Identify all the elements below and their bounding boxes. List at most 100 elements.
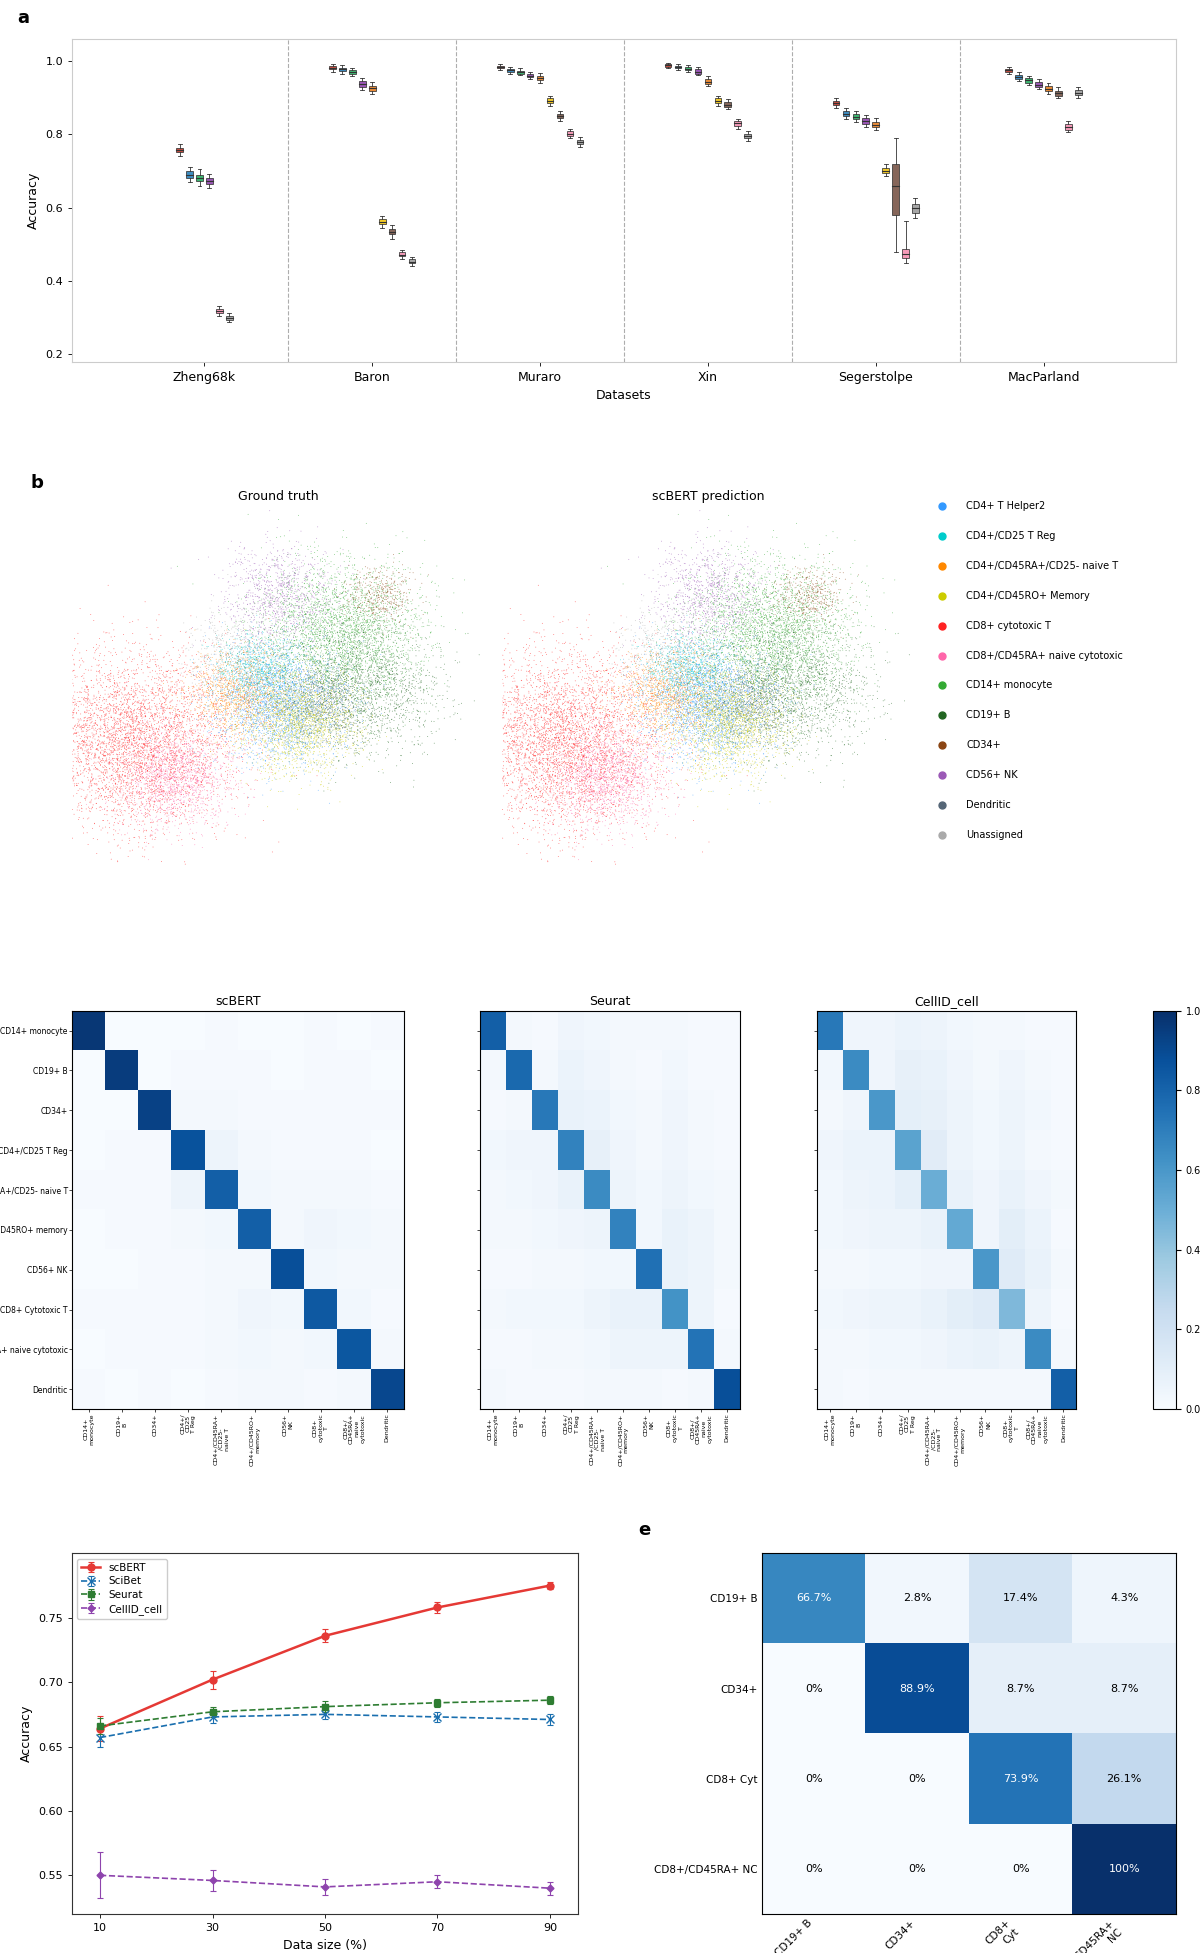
- Point: [695, 680, 714, 711]
- Point: [755, 594, 774, 625]
- Point: [478, 693, 497, 725]
- Point: [545, 730, 564, 762]
- Point: [511, 734, 530, 766]
- Point: [256, 598, 275, 629]
- Point: [318, 750, 337, 781]
- Point: [104, 680, 124, 711]
- Point: [283, 678, 302, 709]
- Point: [254, 699, 274, 730]
- Point: [619, 727, 638, 758]
- Point: [211, 687, 230, 719]
- Point: [727, 721, 746, 752]
- Point: [704, 670, 724, 701]
- Point: [217, 650, 236, 682]
- Point: [685, 574, 704, 605]
- Point: [168, 701, 187, 732]
- Point: [682, 732, 701, 764]
- Point: [572, 812, 592, 844]
- Point: [58, 764, 77, 795]
- Point: [779, 598, 798, 629]
- Point: [458, 654, 478, 686]
- Point: [391, 590, 410, 621]
- Point: [354, 678, 373, 709]
- Point: [806, 570, 826, 602]
- Point: [802, 644, 821, 676]
- Point: [572, 769, 592, 801]
- Point: [715, 674, 734, 705]
- Point: [700, 680, 719, 711]
- Point: [736, 717, 755, 748]
- Point: [299, 584, 318, 615]
- Point: [689, 631, 708, 662]
- Point: [114, 769, 133, 801]
- Point: [733, 551, 752, 582]
- Point: [714, 752, 733, 783]
- Point: [617, 758, 636, 789]
- Point: [302, 668, 322, 699]
- Point: [350, 668, 370, 699]
- Point: [164, 771, 184, 803]
- Point: [744, 705, 763, 736]
- Point: [695, 715, 714, 746]
- Point: [349, 615, 368, 646]
- Point: [612, 771, 631, 803]
- Point: [725, 719, 744, 750]
- Point: [550, 760, 569, 791]
- Point: [229, 742, 248, 773]
- Point: [540, 781, 559, 812]
- Point: [264, 699, 283, 730]
- Point: [463, 687, 482, 719]
- Point: [806, 742, 826, 773]
- Point: [536, 707, 556, 738]
- Point: [601, 801, 620, 832]
- Point: [154, 666, 173, 697]
- Point: [791, 639, 810, 670]
- Point: [356, 693, 376, 725]
- Point: [308, 652, 328, 684]
- Point: [488, 728, 508, 760]
- Point: [720, 725, 739, 756]
- Point: [659, 732, 678, 764]
- Point: [697, 619, 716, 650]
- Point: [288, 633, 307, 664]
- Point: [318, 557, 337, 588]
- Point: [268, 656, 287, 687]
- Point: [328, 535, 347, 566]
- Point: [384, 713, 403, 744]
- Point: [632, 701, 652, 732]
- Point: [415, 736, 434, 768]
- Point: [524, 644, 544, 676]
- Point: [694, 687, 713, 719]
- Point: [476, 762, 496, 793]
- Point: [724, 680, 743, 711]
- Point: [284, 605, 304, 637]
- Point: [630, 717, 649, 748]
- Point: [317, 686, 336, 717]
- Point: [550, 682, 569, 713]
- Point: [554, 705, 574, 736]
- Point: [318, 639, 337, 670]
- Point: [559, 754, 578, 785]
- Point: [163, 728, 182, 760]
- Point: [251, 627, 270, 658]
- Point: [616, 746, 635, 777]
- Point: [774, 588, 793, 619]
- Point: [336, 564, 355, 596]
- Point: [752, 578, 772, 609]
- Point: [191, 769, 210, 801]
- Point: [108, 750, 127, 781]
- Point: [691, 725, 710, 756]
- Point: [644, 652, 664, 684]
- Point: [334, 678, 353, 709]
- Point: [737, 656, 756, 687]
- Point: [631, 728, 650, 760]
- Point: [782, 752, 802, 783]
- Point: [133, 705, 152, 736]
- Point: [341, 586, 360, 617]
- Point: [733, 754, 752, 785]
- Point: [806, 580, 826, 611]
- Point: [676, 654, 695, 686]
- Point: [768, 602, 787, 633]
- Point: [388, 668, 407, 699]
- Point: [268, 738, 287, 769]
